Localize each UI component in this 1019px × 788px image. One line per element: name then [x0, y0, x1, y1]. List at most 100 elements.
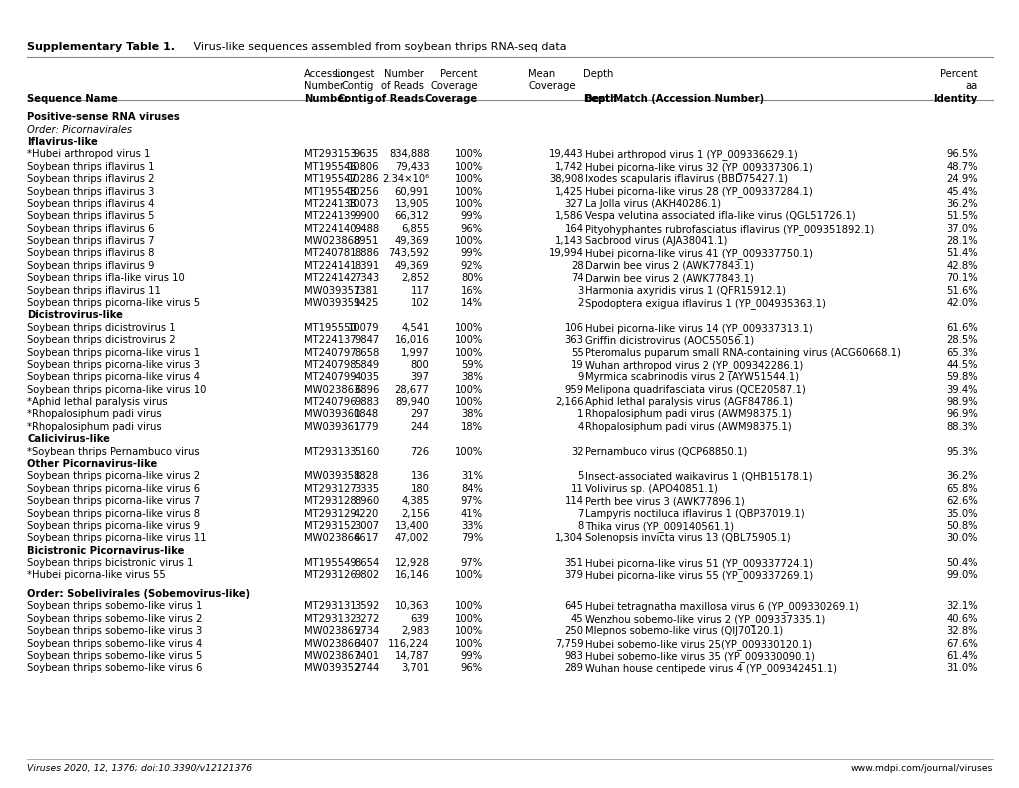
Text: 2,156: 2,156 [400, 508, 429, 519]
Text: Coverage: Coverage [528, 81, 575, 91]
Text: Soybean thrips sobemo-like virus 5: Soybean thrips sobemo-like virus 5 [28, 651, 202, 661]
Text: Soybean thrips picorna-like virus 1: Soybean thrips picorna-like virus 1 [28, 348, 200, 358]
Text: Contig: Contig [337, 94, 374, 104]
Text: 8654: 8654 [354, 558, 379, 568]
Text: MT293131: MT293131 [304, 601, 356, 611]
Text: 10,363: 10,363 [394, 601, 429, 611]
Text: 50.4%: 50.4% [946, 558, 977, 568]
Text: 19,443: 19,443 [548, 150, 583, 159]
Text: Spodoptera exigua iflavirus 1 (YP_004935363.1): Spodoptera exigua iflavirus 1 (YP_004935… [585, 298, 825, 309]
Text: Wuhan house centipede virus 4 (YP_009342451.1): Wuhan house centipede virus 4 (YP_009342… [585, 663, 837, 675]
Text: 102: 102 [410, 298, 429, 308]
Text: Pernambuco virus (QCP68850.1): Pernambuco virus (QCP68850.1) [585, 447, 747, 456]
Text: 28,677: 28,677 [394, 385, 429, 395]
Text: 32: 32 [571, 447, 583, 456]
Text: 50.8%: 50.8% [946, 521, 977, 531]
Text: Lampyris noctiluca iflavirus 1 (QBP37019.1): Lampyris noctiluca iflavirus 1 (QBP37019… [585, 508, 804, 519]
Text: www.mdpi.com/journal/viruses: www.mdpi.com/journal/viruses [850, 764, 991, 773]
Text: Soybean thrips iflavirus 6: Soybean thrips iflavirus 6 [28, 224, 155, 234]
Text: Pteromalus puparum small RNA-containing virus (ACG60668.1): Pteromalus puparum small RNA-containing … [585, 348, 901, 358]
Text: Coverage: Coverage [430, 81, 477, 91]
Text: 1848: 1848 [354, 410, 379, 419]
Text: 100%: 100% [454, 323, 482, 333]
Text: Best Match (Accession Number): Best Match (Accession Number) [585, 94, 764, 104]
Text: Soybean thrips sobemo-like virus 2: Soybean thrips sobemo-like virus 2 [28, 614, 202, 624]
Text: 100%: 100% [454, 335, 482, 345]
Text: 6617: 6617 [354, 533, 379, 544]
Text: 49,369: 49,369 [394, 236, 429, 246]
Text: Soybean thrips sobemo-like virus 3: Soybean thrips sobemo-like virus 3 [28, 626, 202, 636]
Text: 97%: 97% [461, 558, 482, 568]
Text: Hubei picorna-like virus 14 (YP_009337313.1): Hubei picorna-like virus 14 (YP_00933731… [585, 323, 812, 333]
Text: 1425: 1425 [354, 298, 379, 308]
Text: 30.0%: 30.0% [946, 533, 977, 544]
Text: MT224140: MT224140 [304, 224, 356, 234]
Text: MT240798: MT240798 [304, 360, 356, 370]
Text: 32.8%: 32.8% [946, 626, 977, 636]
Text: Soybean thrips iflavirus 4: Soybean thrips iflavirus 4 [28, 199, 154, 209]
Text: 40.6%: 40.6% [946, 614, 977, 624]
Text: 327: 327 [564, 199, 583, 209]
Text: Soybean thrips sobemo-like virus 4: Soybean thrips sobemo-like virus 4 [28, 638, 202, 649]
Text: 983: 983 [565, 651, 583, 661]
Text: 164: 164 [564, 224, 583, 234]
Text: 9883: 9883 [354, 397, 379, 407]
Text: Coverage: Coverage [424, 94, 477, 104]
Text: MT240796: MT240796 [304, 397, 356, 407]
Text: Contig: Contig [341, 81, 374, 91]
Text: 55: 55 [571, 348, 583, 358]
Text: 41%: 41% [461, 508, 482, 519]
Text: 297: 297 [410, 410, 429, 419]
Text: 16,146: 16,146 [394, 571, 429, 581]
Text: Hubei arthropod virus 1 (YP_009336629.1): Hubei arthropod virus 1 (YP_009336629.1) [585, 150, 798, 160]
Text: Sequence Name: Sequence Name [28, 94, 118, 104]
Text: 136: 136 [410, 471, 429, 481]
Text: 100%: 100% [454, 447, 482, 456]
Text: 38%: 38% [461, 410, 482, 419]
Text: 1828: 1828 [354, 471, 379, 481]
Text: 84%: 84% [461, 484, 482, 494]
Text: Number: Number [384, 69, 424, 79]
Text: Soybean thrips iflavirus 3: Soybean thrips iflavirus 3 [28, 187, 154, 196]
Text: 8658: 8658 [354, 348, 379, 358]
Text: Hubei tetragnatha maxillosa virus 6 (YP_009330269.1): Hubei tetragnatha maxillosa virus 6 (YP_… [585, 601, 858, 612]
Text: 79%: 79% [461, 533, 482, 544]
Text: 5849: 5849 [354, 360, 379, 370]
Text: 7343: 7343 [354, 273, 379, 283]
Text: *Soybean thrips Pernambuco virus: *Soybean thrips Pernambuco virus [28, 447, 200, 456]
Text: Rhopalosiphum padi virus (AWM98375.1): Rhopalosiphum padi virus (AWM98375.1) [585, 422, 792, 432]
Text: 51.5%: 51.5% [946, 211, 977, 221]
Text: 31.0%: 31.0% [946, 663, 977, 674]
Text: 42.8%: 42.8% [946, 261, 977, 271]
Text: 96.5%: 96.5% [946, 150, 977, 159]
Text: MT224138: MT224138 [304, 199, 356, 209]
Text: of Reads: of Reads [375, 94, 424, 104]
Text: 19: 19 [571, 360, 583, 370]
Text: Solenopsis invicta virus 13 (QBL75905.1): Solenopsis invicta virus 13 (QBL75905.1) [585, 533, 791, 544]
Text: 834,888: 834,888 [388, 150, 429, 159]
Text: Soybean thrips iflavirus 9: Soybean thrips iflavirus 9 [28, 261, 155, 271]
Text: Soybean thrips picorna-like virus 10: Soybean thrips picorna-like virus 10 [28, 385, 206, 395]
Text: La Jolla virus (AKH40286.1): La Jolla virus (AKH40286.1) [585, 199, 720, 209]
Text: 2: 2 [577, 298, 583, 308]
Text: 96.9%: 96.9% [946, 410, 977, 419]
Text: Percent: Percent [940, 69, 977, 79]
Text: Hubei picorna-like virus 51 (YP_009337724.1): Hubei picorna-like virus 51 (YP_00933772… [585, 558, 813, 569]
Text: MT195548: MT195548 [304, 187, 356, 196]
Text: of Reads: of Reads [381, 81, 424, 91]
Text: Positive-sense RNA viruses: Positive-sense RNA viruses [28, 112, 179, 122]
Text: 12,928: 12,928 [394, 558, 429, 568]
Text: 2734: 2734 [354, 626, 379, 636]
Text: Hubei picorna-like virus 41 (YP_009337750.1): Hubei picorna-like virus 41 (YP_00933775… [585, 248, 812, 259]
Text: 99%: 99% [461, 651, 482, 661]
Text: 47,002: 47,002 [394, 533, 429, 544]
Text: 99%: 99% [461, 211, 482, 221]
Text: MT224141: MT224141 [304, 261, 356, 271]
Text: 59%: 59% [461, 360, 482, 370]
Text: Supplementary Table 1.: Supplementary Table 1. [28, 42, 175, 52]
Text: 35.0%: 35.0% [946, 508, 977, 519]
Text: Soybean thrips iflavirus 11: Soybean thrips iflavirus 11 [28, 285, 161, 296]
Text: Thika virus (YP_009140561.1): Thika virus (YP_009140561.1) [585, 521, 734, 532]
Text: 289: 289 [564, 663, 583, 674]
Text: 51.6%: 51.6% [946, 285, 977, 296]
